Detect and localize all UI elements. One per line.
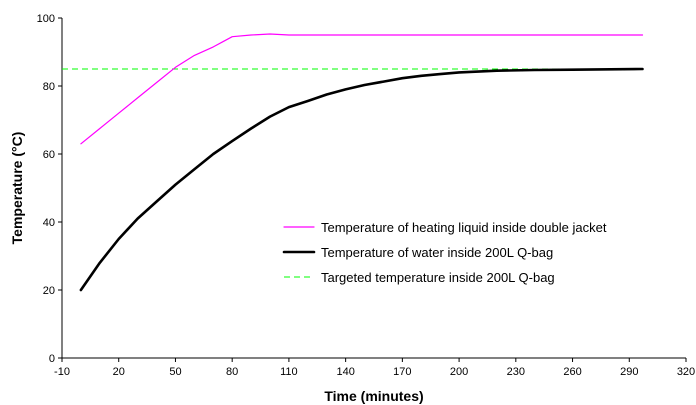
x-tick-label: 20 — [113, 366, 125, 378]
y-tick-label: 60 — [43, 149, 55, 161]
y-tick-label: 80 — [43, 81, 55, 93]
x-tick-label: 140 — [336, 366, 354, 378]
x-tick-label: 230 — [507, 366, 525, 378]
series-group — [62, 33, 644, 292]
series-line-2 — [79, 67, 644, 292]
x-tick-label: -10 — [54, 366, 70, 378]
y-axis-title: Temperature (°C) — [9, 132, 25, 245]
x-tick-label: 260 — [563, 366, 581, 378]
legend-label-2: Temperature of water inside 200L Q-bag — [321, 245, 553, 260]
x-tick-label: 200 — [450, 366, 468, 378]
x-axis-title: Time (minutes) — [324, 388, 423, 404]
x-tick-label: 80 — [226, 366, 238, 378]
series-line-1 — [80, 33, 644, 145]
x-tick-label: 110 — [280, 366, 298, 378]
x-tick-label: 290 — [620, 366, 638, 378]
axes: 0 20 40 60 80 100 -10 20 50 80 110 140 170 200 230 260 2… — [37, 13, 696, 378]
legend: Temperature of heating liquid inside dou… — [282, 220, 607, 285]
y-tick-label: 40 — [43, 217, 55, 229]
y-tick-label: 20 — [43, 285, 55, 297]
x-tick-label: 320 — [677, 366, 695, 378]
x-tick-label: 50 — [169, 366, 181, 378]
legend-label-1: Temperature of heating liquid inside dou… — [321, 220, 607, 235]
x-tick-label: 170 — [393, 366, 411, 378]
y-tick-label: 100 — [37, 13, 55, 25]
y-tick-label: 0 — [49, 353, 55, 365]
legend-label-3: Targeted temperature inside 200L Q-bag — [321, 270, 555, 285]
